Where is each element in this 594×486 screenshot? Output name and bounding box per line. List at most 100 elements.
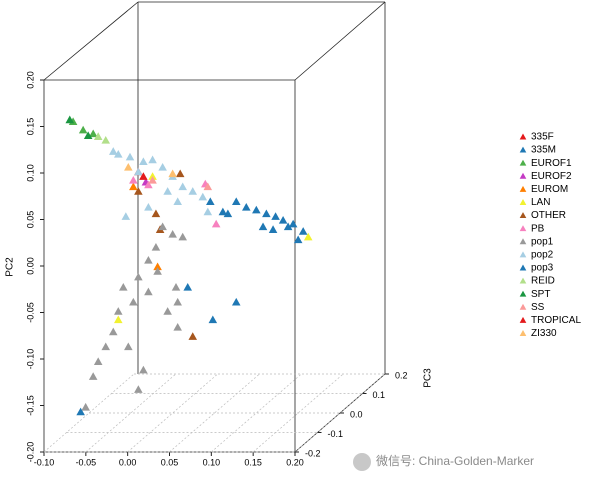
point — [129, 176, 138, 184]
point — [124, 342, 133, 351]
legend-label: pop2 — [531, 250, 554, 261]
point — [88, 372, 98, 380]
point — [206, 197, 215, 206]
legend-marker — [519, 303, 527, 310]
point — [153, 262, 162, 271]
point — [139, 172, 148, 180]
box-edge — [43, 1, 139, 81]
legend-marker — [519, 172, 527, 179]
point — [262, 209, 271, 218]
watermark: 微信号: China-Golden-Marker — [353, 453, 534, 471]
point — [78, 125, 88, 134]
point — [198, 192, 208, 201]
point — [65, 115, 75, 124]
point — [303, 232, 313, 241]
point — [134, 167, 143, 176]
legend-label: LAN — [531, 197, 550, 208]
point — [134, 187, 143, 195]
point — [278, 215, 288, 224]
point — [124, 162, 133, 171]
x-tick-label: 0.15 — [244, 457, 262, 467]
legend-marker — [519, 185, 527, 192]
point — [151, 209, 161, 218]
point — [218, 207, 228, 216]
y-axis-title: PC2 — [5, 257, 16, 277]
grid-line — [211, 373, 302, 453]
point — [288, 219, 298, 228]
legend-marker — [519, 225, 527, 232]
y-tick-label: 0.00 — [25, 257, 35, 275]
legend-label: TROPICAL — [531, 315, 581, 326]
z-tick-label: -0.2 — [305, 448, 321, 458]
point — [203, 207, 213, 216]
z-tick-label: 0.0 — [350, 409, 363, 419]
box-edge — [294, 1, 386, 81]
point — [271, 212, 280, 220]
point — [76, 407, 85, 416]
point — [242, 202, 251, 211]
point — [81, 402, 90, 411]
x-tick-label: -0.05 — [76, 457, 97, 467]
point — [83, 131, 93, 140]
point — [163, 187, 172, 195]
z-tick-label: -0.1 — [328, 429, 344, 439]
point — [119, 282, 128, 291]
point — [178, 232, 187, 241]
point — [108, 327, 118, 336]
watermark-text: 微信号: China-Golden-Marker — [376, 454, 534, 468]
y-tick-label: -0.20 — [25, 442, 35, 463]
point — [173, 197, 182, 206]
point — [101, 136, 111, 144]
legend-marker — [519, 264, 527, 271]
point — [188, 332, 198, 340]
point — [148, 155, 157, 164]
y-tick-label: 0.15 — [25, 118, 35, 136]
point — [151, 242, 161, 251]
legend-label: pop3 — [531, 263, 554, 274]
legend-label: pop1 — [531, 236, 554, 247]
point — [93, 132, 103, 140]
legend-marker — [519, 251, 527, 258]
point — [158, 162, 167, 171]
x-tick-label: 0.00 — [119, 457, 137, 467]
legend-label: ZI330 — [531, 328, 557, 339]
point — [203, 182, 213, 191]
legend-marker — [519, 199, 527, 205]
legend-marker — [519, 290, 527, 297]
legend-label: SPT — [531, 289, 550, 300]
point — [208, 315, 218, 324]
point — [129, 297, 138, 306]
point — [139, 157, 148, 166]
point — [148, 176, 157, 184]
point — [88, 129, 98, 138]
point — [268, 225, 278, 233]
point — [144, 255, 153, 264]
point — [144, 287, 153, 296]
point — [129, 182, 138, 191]
legend-marker — [519, 159, 527, 166]
x-tick-label: 0.05 — [161, 457, 179, 467]
point — [173, 322, 182, 331]
point — [178, 182, 187, 191]
y-tick-label: -0.15 — [25, 395, 35, 416]
legend-marker — [519, 316, 527, 323]
point — [108, 147, 118, 155]
x-tick-label: -0.10 — [34, 457, 55, 467]
point — [183, 282, 193, 291]
point — [298, 227, 308, 235]
legend-marker — [519, 277, 527, 284]
point — [158, 222, 167, 231]
legend-marker — [519, 238, 527, 245]
point — [93, 357, 103, 365]
point — [231, 197, 241, 206]
point — [188, 187, 198, 195]
point — [163, 307, 172, 315]
point — [231, 297, 241, 306]
legend-label: EUROF2 — [531, 171, 572, 182]
x-tick-label: 0.10 — [203, 457, 221, 467]
point — [173, 297, 182, 306]
point — [252, 205, 261, 214]
point — [125, 152, 135, 161]
legend-marker — [519, 330, 527, 336]
legend-label: EUROF1 — [531, 158, 572, 169]
